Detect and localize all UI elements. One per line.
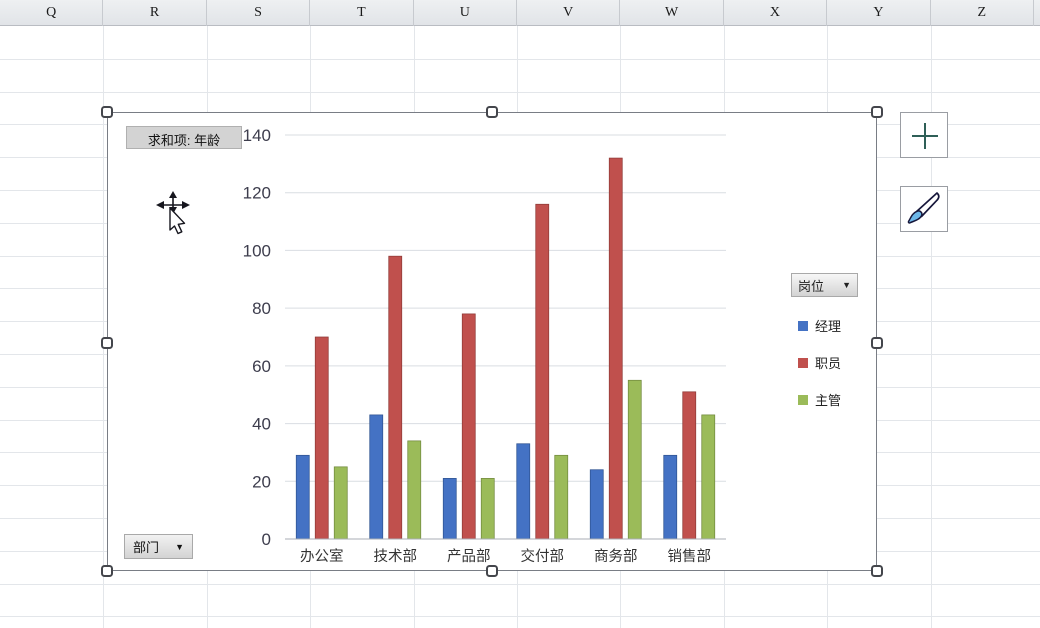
svg-text:交付部: 交付部: [521, 547, 565, 565]
svg-text:60: 60: [252, 357, 271, 376]
svg-text:40: 40: [252, 415, 271, 434]
svg-text:商务部: 商务部: [594, 548, 638, 565]
svg-text:20: 20: [252, 472, 271, 491]
svg-text:100: 100: [243, 241, 271, 260]
svg-text:140: 140: [243, 126, 271, 145]
svg-text:技术部: 技术部: [374, 548, 418, 565]
svg-text:办公室: 办公室: [300, 548, 344, 565]
svg-text:销售部: 销售部: [668, 548, 712, 565]
svg-text:80: 80: [252, 299, 271, 318]
svg-text:120: 120: [243, 184, 271, 203]
svg-text:产品部: 产品部: [447, 548, 491, 565]
svg-text:0: 0: [262, 530, 271, 549]
